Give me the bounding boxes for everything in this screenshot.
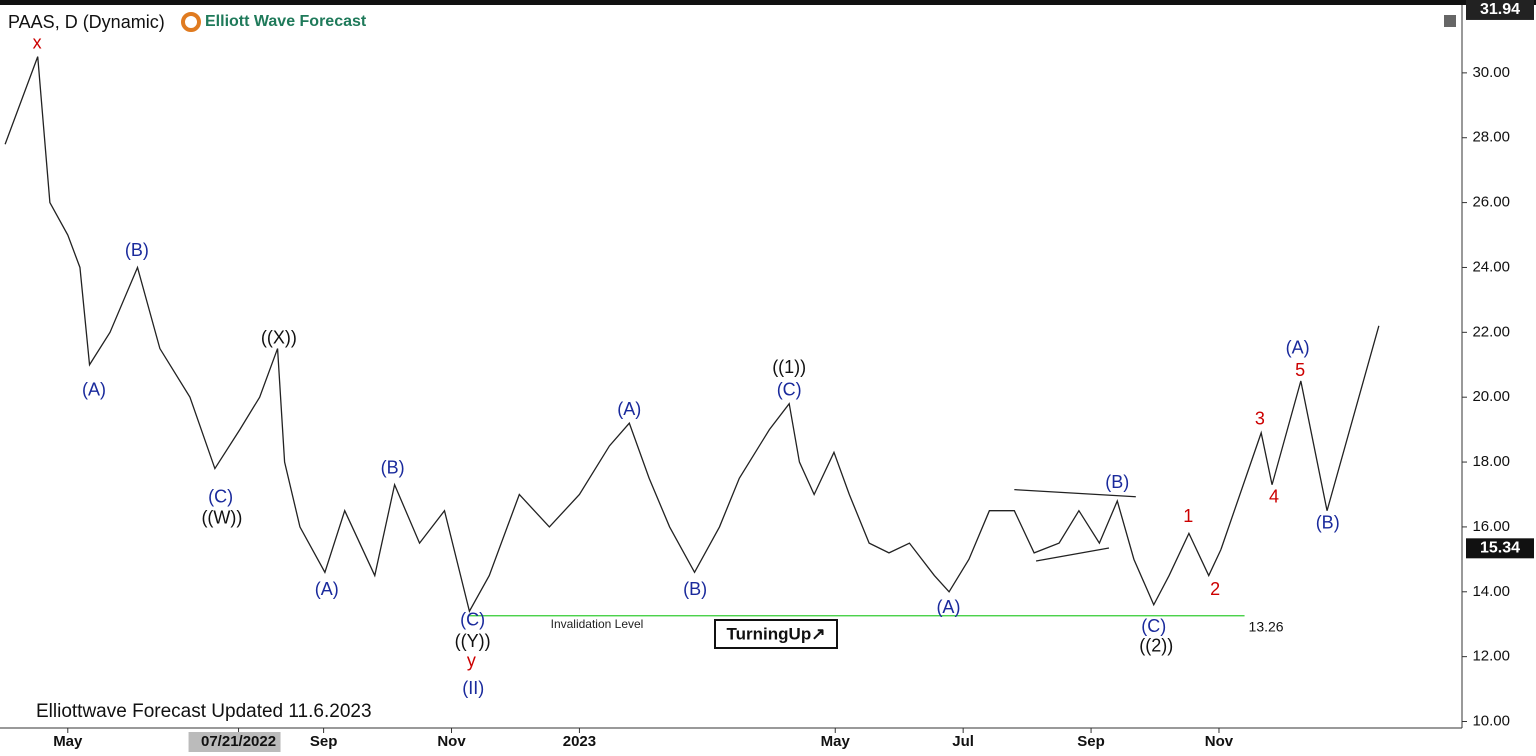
wave-label: x: [33, 32, 42, 52]
y-tick-label: 16.00: [1472, 518, 1510, 535]
update-note: Elliottwave Forecast Updated 11.6.2023: [36, 701, 372, 722]
x-tick-label: May: [53, 733, 83, 750]
x-tick-label: Nov: [437, 733, 466, 750]
last-price-tag-box: [1466, 538, 1534, 559]
wave-label: (C): [208, 486, 233, 506]
wave-label: 3: [1255, 409, 1265, 429]
wave-label: (C): [1141, 616, 1166, 636]
x-tick-label: 2023: [563, 733, 596, 750]
trendline: [1035, 547, 1110, 562]
brand-name: Elliott Wave Forecast: [205, 13, 367, 30]
symbol-title: PAAS, D (Dynamic): [8, 12, 165, 32]
wave-label: (A): [1286, 337, 1310, 357]
wave-label: ((Y)): [455, 631, 491, 651]
wave-label: 2: [1210, 579, 1220, 599]
y-tick-label: 28.00: [1472, 129, 1510, 146]
invalidation-value: 13.26: [1249, 618, 1284, 634]
last-price-tag: 15.34: [1480, 540, 1520, 557]
brand-logo: [181, 12, 201, 32]
wave-label: ((2)): [1139, 636, 1173, 656]
price-line: [1220, 325, 1380, 550]
x-tick-label: Sep: [310, 733, 338, 750]
wave-label: (B): [381, 457, 405, 477]
wave-label: (C): [460, 610, 485, 630]
wave-label: (B): [125, 240, 149, 260]
wave-label: ((X)): [261, 328, 297, 348]
x-tick-label: 07/21/2022: [201, 733, 276, 750]
x-tick-label: Sep: [1077, 733, 1105, 750]
invalidation-label: Invalidation Level: [551, 617, 644, 631]
wave-label: ((W)): [201, 508, 242, 528]
trendline: [1014, 489, 1136, 498]
wave-label: (A): [936, 597, 960, 617]
wave-label: ((1)): [772, 357, 806, 377]
y-tick-label: 20.00: [1472, 388, 1510, 405]
wave-label: 5: [1295, 360, 1305, 380]
window-icon: [1444, 15, 1456, 27]
y-tick-label: 10.00: [1472, 712, 1510, 729]
y-tick-label: 14.00: [1472, 583, 1510, 600]
wave-label: (A): [82, 379, 106, 399]
x-tick-label: Nov: [1205, 733, 1234, 750]
price-line: [4, 56, 1222, 614]
wave-label: 1: [1183, 506, 1193, 526]
y-tick-label: 30.00: [1472, 64, 1510, 81]
crosshair-date-box: [188, 732, 281, 752]
y-tick-label: 22.00: [1472, 323, 1510, 340]
wave-label: (B): [1105, 472, 1129, 492]
wave-label: (A): [315, 579, 339, 599]
wave-label: (C): [777, 379, 802, 399]
wave-label: 4: [1269, 486, 1279, 506]
y-tick-label: 26.00: [1472, 194, 1510, 211]
y-tick-label: 12.00: [1472, 648, 1510, 665]
badge-text: TurningUp↗: [727, 624, 826, 643]
top-price-tag-box: [1466, 0, 1534, 20]
badge-box: [714, 619, 838, 649]
x-tick-label: Jul: [952, 733, 974, 750]
wave-label: (B): [1316, 512, 1340, 532]
wave-label: y: [467, 650, 476, 670]
wave-label: (A): [617, 399, 641, 419]
wave-label: (II): [462, 678, 484, 698]
y-tick-label: 18.00: [1472, 453, 1510, 470]
top-price-tag: 31.94: [1480, 1, 1520, 18]
x-tick-label: May: [821, 733, 851, 750]
y-tick-label: 24.00: [1472, 258, 1510, 275]
top-frame: [0, 0, 1536, 5]
wave-label: (B): [683, 579, 707, 599]
